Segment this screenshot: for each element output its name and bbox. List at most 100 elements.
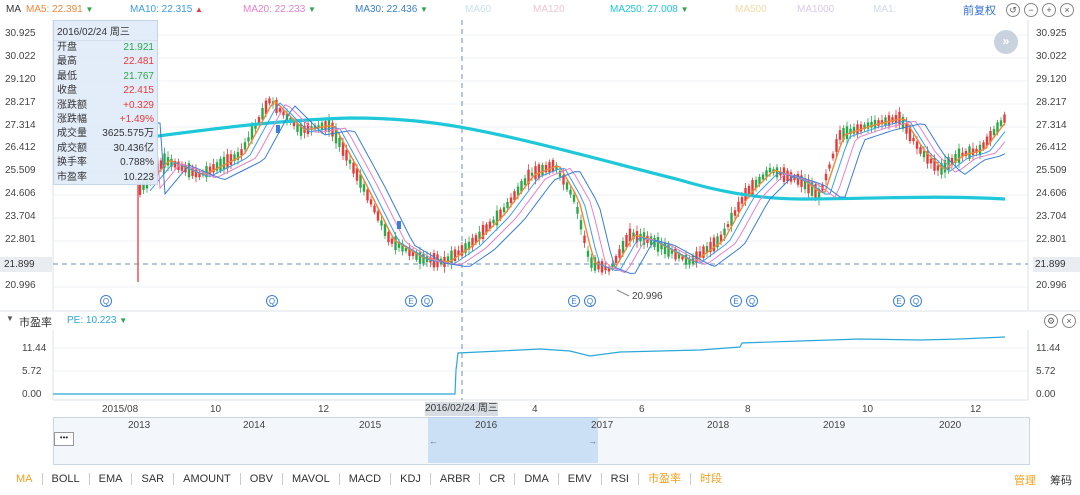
tab-pe[interactable]: 市盈率	[639, 473, 691, 485]
candle-body	[628, 228, 632, 242]
svg-text:E: E	[571, 297, 576, 306]
candle-body	[268, 98, 271, 104]
undo-icon[interactable]: ↺	[1006, 3, 1020, 17]
svg-text:Q: Q	[913, 297, 919, 306]
candle-body	[887, 115, 891, 126]
pe-panel-header: ▼ 市盈率 PE: 10.223 ▼ ⚙ ×	[0, 313, 1080, 329]
tooltip-row: 成交量 3625.575万	[54, 127, 157, 141]
svg-text:Q: Q	[424, 297, 430, 306]
candle-body	[275, 99, 278, 114]
ma60-label[interactable]: MA60	[465, 4, 492, 15]
range-handle-right-icon[interactable]: →	[588, 436, 597, 446]
ma250-label[interactable]: MA250: 27.008 ▼	[610, 4, 689, 15]
ma500-label[interactable]: MA500	[735, 4, 767, 15]
tooltip-value: 0.788%	[120, 157, 154, 169]
candle-body	[502, 207, 506, 213]
candle-body	[565, 182, 569, 190]
zoom-in-icon[interactable]: +	[1042, 3, 1056, 17]
tooltip-value: 21.921	[123, 42, 154, 53]
tooltip-row: 最低 21.767	[54, 70, 157, 84]
candle-body	[712, 237, 716, 252]
candle-body	[226, 154, 229, 169]
ma1-label[interactable]: MA1:	[873, 4, 897, 15]
candle-body	[408, 247, 411, 256]
candle-body	[611, 264, 614, 268]
candle-body	[845, 126, 849, 140]
candle-body	[828, 164, 831, 169]
tab-arbr[interactable]: ARBR	[431, 473, 481, 485]
tab-obv[interactable]: OBV	[241, 473, 284, 485]
candle-body	[254, 124, 257, 129]
tab-ema[interactable]: EMA	[90, 473, 133, 485]
tab-emv[interactable]: EMV	[559, 473, 602, 485]
svg-text:Q: Q	[103, 297, 109, 306]
ma5-label[interactable]: MA5: 22.391 ▼	[26, 4, 94, 15]
candle-body	[359, 174, 362, 188]
ma1000-label[interactable]: MA1000	[797, 4, 835, 15]
candle-body	[891, 117, 894, 123]
candle-body	[814, 184, 817, 199]
collapse-icon[interactable]: ▼	[6, 314, 14, 323]
candle-body	[919, 147, 922, 154]
candle-body	[390, 238, 394, 244]
candle-body	[366, 189, 369, 201]
adjust-button[interactable]: 前复权	[963, 5, 996, 17]
ma30-label[interactable]: MA30: 22.436 ▼	[355, 4, 428, 15]
candle-body	[688, 258, 691, 265]
candle-body	[457, 250, 460, 256]
crosshair-price-right: 21.899	[1033, 257, 1080, 272]
tab-kdj[interactable]: KDJ	[391, 473, 431, 485]
tab-dma[interactable]: DMA	[515, 473, 559, 485]
candle-body	[618, 249, 621, 258]
candle-body	[614, 256, 618, 263]
chips-button[interactable]: 筹码	[1050, 475, 1072, 487]
candle-body	[810, 182, 814, 196]
candle-body	[362, 184, 366, 192]
navigator-menu-icon[interactable]: •••	[54, 432, 74, 446]
tooltip-row: 市盈率 10.223	[54, 171, 157, 185]
pe-settings-icon[interactable]: ⚙	[1044, 314, 1058, 328]
ma10-label[interactable]: MA10: 22.315 ▲	[130, 4, 203, 15]
range-selection[interactable]	[428, 417, 598, 463]
tooltip-key: 成交量	[57, 128, 87, 140]
candle-body	[516, 186, 520, 196]
tooltip-value: 30.436亿	[113, 142, 154, 154]
candle-body	[733, 210, 737, 216]
tab-macd[interactable]: MACD	[340, 473, 392, 485]
zoom-out-icon[interactable]: −	[1024, 3, 1038, 17]
tab-mavol[interactable]: MAVOL	[283, 473, 340, 485]
candle-body	[597, 261, 600, 270]
range-handle-left-icon[interactable]: ←	[429, 436, 438, 446]
candle-body	[747, 185, 751, 197]
candle-body	[705, 246, 709, 253]
manage-button[interactable]: 管理	[1014, 475, 1036, 487]
candle-body	[947, 157, 950, 171]
candle-body	[544, 164, 548, 173]
candle-body	[922, 150, 926, 158]
tab-period[interactable]: 时段	[699, 473, 722, 485]
candle-body	[838, 130, 842, 140]
candle-body	[779, 171, 782, 176]
candle-body	[1003, 114, 1006, 123]
candle-body	[877, 120, 880, 126]
tab-sar[interactable]: SAR	[132, 473, 175, 485]
tab-rsi[interactable]: RSI	[602, 473, 639, 485]
candle-body	[579, 220, 583, 230]
pe-value-label: PE: 10.223 ▼	[67, 315, 128, 326]
candle-body	[180, 163, 184, 171]
close-icon[interactable]: ×	[1060, 3, 1074, 17]
candle-body	[884, 117, 887, 126]
tab-boll[interactable]: BOLL	[43, 473, 90, 485]
candle-body	[460, 245, 464, 256]
candle-body	[247, 137, 250, 142]
ma20-label[interactable]: MA20: 22.233 ▼	[243, 4, 316, 15]
tooltip-key: 最高	[57, 56, 77, 68]
tab-cr[interactable]: CR	[480, 473, 516, 485]
tab-amount[interactable]: AMOUNT	[174, 473, 241, 485]
expand-right-icon[interactable]: »	[994, 30, 1018, 54]
ma120-label[interactable]: MA120	[533, 4, 565, 15]
pe-close-icon[interactable]: ×	[1062, 314, 1076, 328]
candle-body	[600, 261, 604, 273]
tab-ma[interactable]: MA	[0, 473, 43, 485]
